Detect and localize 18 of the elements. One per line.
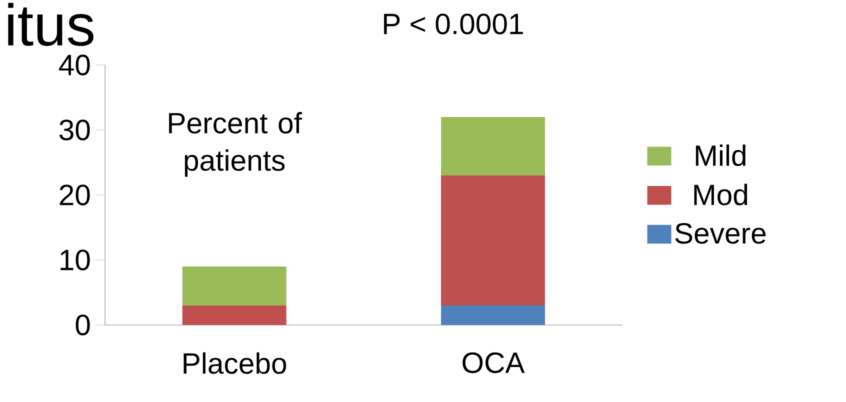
chart-title: itus <box>8 2 94 46</box>
legend-label: Mild <box>696 144 746 166</box>
x-tick-label: OCA <box>462 352 525 374</box>
x-tick-label: Placebo <box>184 352 286 374</box>
y-tick-label: 40 <box>59 54 90 76</box>
bar <box>441 305 545 325</box>
bar <box>182 266 286 306</box>
text: P < 0.0001 <box>384 14 523 34</box>
y-tick-label: 20 <box>60 184 90 206</box>
annotation: Percent of patients <box>169 112 302 177</box>
y-tick-label: 30 <box>59 120 90 140</box>
bar <box>182 305 286 325</box>
bar <box>441 175 545 306</box>
legend-label: Severe <box>675 222 766 244</box>
y-tick-label: 10 <box>60 250 90 270</box>
y-tick-label: 0 <box>76 314 90 336</box>
legend-label: Mod <box>694 184 748 206</box>
bar <box>441 116 545 176</box>
